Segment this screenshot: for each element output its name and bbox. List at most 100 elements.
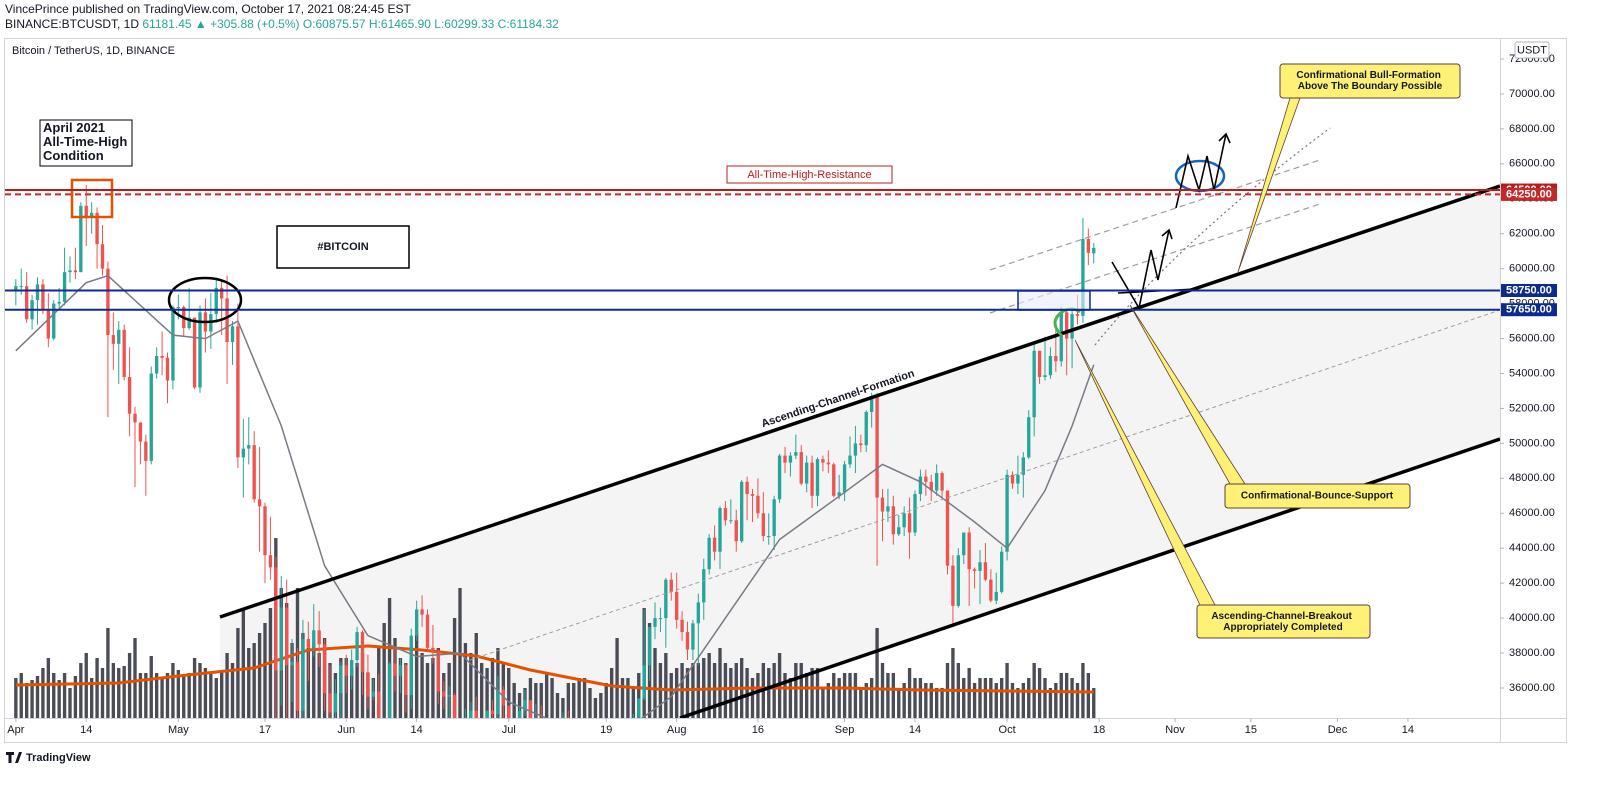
- candle-body: [924, 476, 928, 482]
- volume-bar: [349, 668, 354, 718]
- x-tick-label: 19: [600, 724, 612, 736]
- x-tick-label: 14: [1402, 724, 1414, 736]
- candle-body: [972, 569, 977, 571]
- candle-body: [1048, 356, 1053, 376]
- volume-bar: [989, 678, 993, 718]
- volume-bar: [490, 658, 495, 718]
- volume-bar: [767, 668, 771, 718]
- volume-bar: [512, 683, 516, 718]
- volume-bar: [171, 663, 175, 718]
- candle-body: [279, 607, 283, 671]
- volume-bar: [864, 683, 868, 718]
- volume-bar: [62, 673, 67, 718]
- resistance-label: All-Time-High-Resistance: [747, 169, 871, 181]
- volume-bar: [718, 648, 722, 718]
- volume-bar: [187, 673, 191, 718]
- candle-body: [848, 455, 852, 465]
- candle-body: [886, 506, 890, 512]
- volume-bar: [561, 698, 565, 718]
- candle-body: [940, 473, 944, 491]
- candle-body: [1043, 375, 1047, 377]
- candle-body: [674, 591, 679, 620]
- change: ▲ +305.88 (+0.5%): [195, 17, 300, 31]
- callout-text: Ascending-Channel-Breakout Appropriately…: [1211, 611, 1354, 633]
- candle-body: [1021, 457, 1026, 475]
- candle-body: [89, 212, 94, 218]
- candle-body: [436, 651, 441, 692]
- candle-body: [214, 287, 218, 315]
- callout-line: Above The Boundary Possible: [1298, 81, 1443, 92]
- volume-bar: [962, 678, 966, 718]
- volume-bar: [653, 648, 657, 718]
- volume-bar: [30, 680, 34, 718]
- channel-upper: [219, 184, 1500, 619]
- candle-body: [122, 329, 126, 377]
- candle-body: [133, 413, 137, 423]
- volume-bar: [420, 653, 424, 718]
- candle-body: [783, 455, 787, 463]
- candle-body: [225, 298, 229, 343]
- candle-body: [718, 508, 722, 552]
- y-tick-label: 72000.00: [1509, 53, 1555, 65]
- volume-bar: [626, 678, 630, 718]
- candle-body: [853, 443, 858, 456]
- candle-body: [1086, 238, 1091, 253]
- volume-bar: [122, 666, 126, 718]
- candle-body: [306, 639, 311, 648]
- candle-body: [507, 705, 511, 718]
- candle-body: [528, 700, 533, 718]
- candle-body: [664, 579, 668, 619]
- channel-midline: [469, 309, 1500, 661]
- volume-bar: [241, 608, 246, 718]
- candle-body: [566, 717, 571, 718]
- ath-box: [70, 178, 114, 219]
- volume-bar: [593, 698, 598, 718]
- candle-body: [474, 710, 478, 718]
- candle-body: [696, 602, 701, 624]
- volume-bar: [57, 680, 61, 718]
- y-tick-label: 52000.00: [1509, 402, 1555, 414]
- volume-bar: [214, 678, 218, 718]
- volume-bar: [940, 688, 944, 718]
- x-tick-label: 14: [411, 724, 423, 736]
- candle-body: [907, 513, 912, 533]
- volume-bar: [913, 678, 917, 718]
- candle-body: [371, 691, 376, 697]
- candle-body: [366, 672, 370, 697]
- volume-bar: [479, 663, 484, 718]
- candle-body: [420, 609, 424, 615]
- candle-body: [19, 286, 23, 288]
- candle-body: [328, 693, 332, 713]
- candle-body: [198, 312, 202, 388]
- volume-bar: [252, 643, 256, 718]
- candle-body: [978, 562, 982, 571]
- candle-body: [745, 481, 749, 495]
- candle-body: [1092, 247, 1096, 254]
- volume-bar: [842, 673, 847, 718]
- volume-bar: [620, 678, 625, 718]
- candle-body: [561, 717, 565, 718]
- volume-bar: [972, 683, 977, 718]
- candle-body: [750, 494, 755, 496]
- candle-body: [962, 532, 966, 556]
- candle-body: [360, 632, 365, 673]
- candle-body: [414, 609, 419, 636]
- volume-bar: [306, 648, 311, 718]
- candle-body: [913, 494, 917, 533]
- candle-body: [994, 591, 998, 601]
- volume-bar: [14, 678, 18, 718]
- candle-body: [615, 756, 618, 789]
- x-tick-label: Sep: [835, 724, 855, 736]
- ohlc: O:60875.57 H:61465.90 L:60299.33 C:61184…: [303, 17, 559, 31]
- candle-body: [154, 356, 159, 374]
- candle-body: [1037, 350, 1042, 377]
- price: 61181.45: [142, 17, 191, 31]
- y-tick-label: 56000.00: [1509, 332, 1555, 344]
- candle-body: [989, 579, 993, 601]
- candle-body: [934, 473, 939, 491]
- candle-body: [485, 710, 489, 718]
- candle-body: [729, 520, 733, 522]
- volume-bar: [772, 663, 776, 718]
- volume-bar: [452, 618, 457, 718]
- x-tick-label: Oct: [999, 724, 1016, 736]
